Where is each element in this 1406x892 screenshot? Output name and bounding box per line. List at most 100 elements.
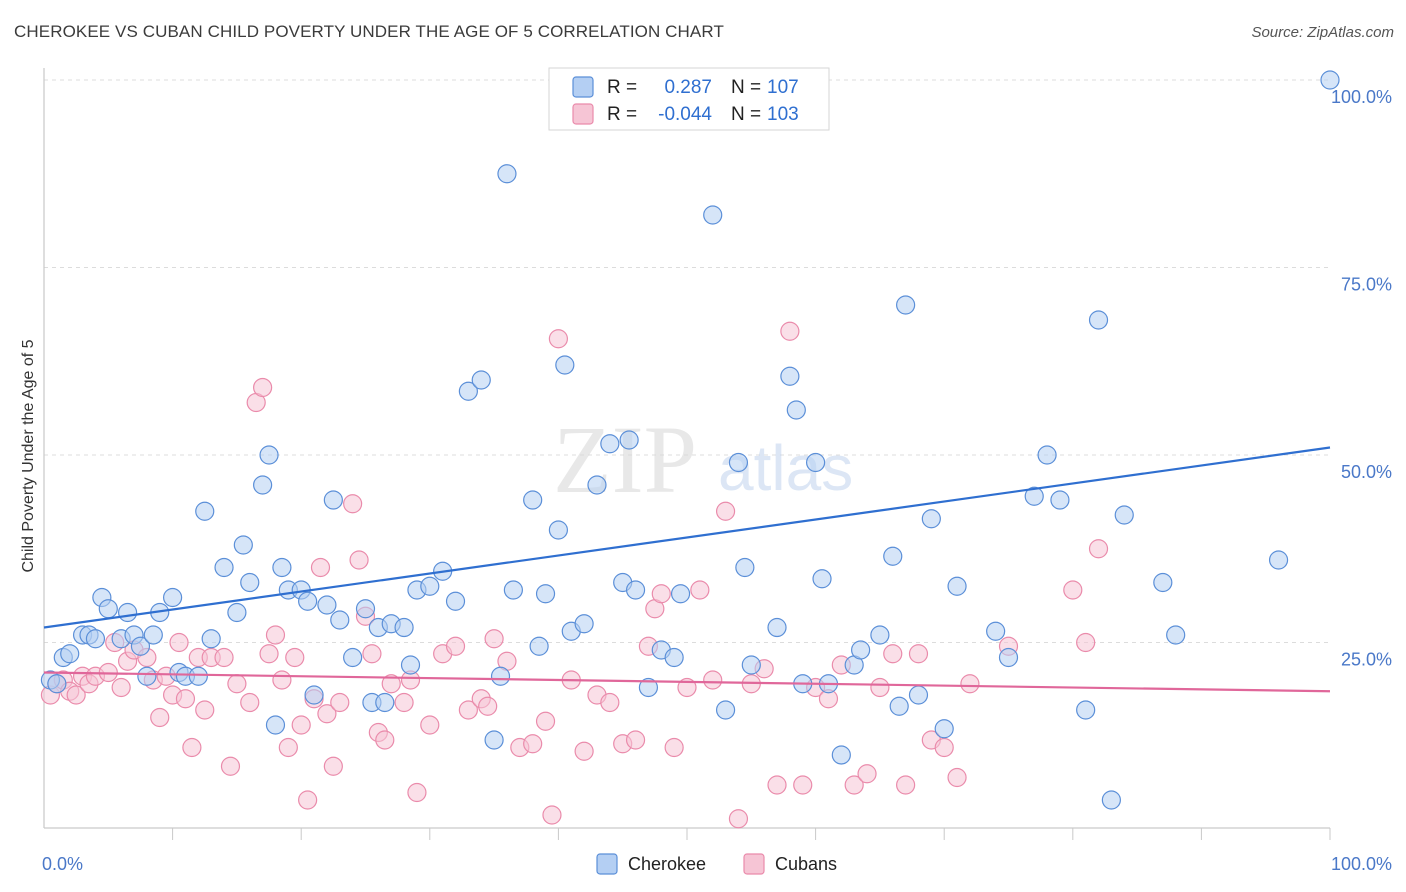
data-point — [214, 557, 234, 578]
data-point — [458, 381, 478, 401]
data-point — [1088, 539, 1109, 559]
data-point — [291, 715, 311, 735]
chart-title: CHEROKEE VS CUBAN CHILD POVERTY UNDER TH… — [14, 22, 724, 41]
data-point — [986, 621, 1006, 641]
data-point — [47, 674, 67, 694]
data-point — [60, 644, 80, 664]
data-point — [394, 692, 414, 713]
data-point — [163, 587, 183, 608]
data-point — [458, 700, 478, 720]
data-point — [703, 670, 723, 690]
data-point — [690, 580, 710, 600]
data-point — [767, 775, 787, 795]
data-point — [715, 501, 736, 521]
data-point — [851, 640, 871, 660]
data-point — [780, 321, 800, 341]
data-point — [998, 647, 1019, 668]
data-point — [625, 730, 646, 750]
data-point — [1076, 632, 1096, 653]
data-point — [889, 696, 909, 716]
data-point — [330, 610, 350, 630]
data-point — [587, 475, 607, 495]
data-point — [870, 677, 890, 698]
data-point — [420, 715, 440, 735]
data-point — [1153, 572, 1173, 593]
data-point — [1101, 790, 1121, 810]
y-tick-label: 50.0% — [1341, 462, 1392, 482]
legend-cubans-label: Cubans — [775, 854, 837, 874]
cubans-bottom-swatch — [743, 853, 765, 875]
legend-n-value-cherokee: 107 — [767, 77, 799, 98]
data-point — [111, 677, 131, 698]
data-point — [130, 636, 151, 656]
watermark: ZIP atlas — [553, 406, 853, 513]
data-point — [253, 377, 273, 398]
data-point — [195, 501, 215, 521]
data-point — [259, 445, 279, 465]
data-point — [201, 629, 221, 649]
data-point — [600, 434, 620, 454]
legend-r-value-cubans: -0.044 — [658, 104, 712, 125]
data-point — [1037, 445, 1057, 465]
data-point — [298, 591, 318, 611]
data-point — [793, 775, 813, 795]
data-point — [548, 329, 569, 349]
data-point — [535, 711, 556, 731]
data-point — [908, 685, 929, 705]
data-point — [529, 636, 549, 656]
data-point — [857, 764, 877, 784]
data-point — [574, 741, 594, 761]
data-point — [375, 730, 395, 750]
data-point — [651, 584, 671, 604]
data-point — [503, 580, 523, 600]
watermark-zip: ZIP — [553, 406, 697, 513]
data-point — [285, 647, 305, 668]
data-point — [1268, 550, 1289, 570]
data-point — [523, 734, 543, 754]
data-point — [703, 205, 723, 225]
data-point — [227, 602, 247, 623]
data-point — [484, 629, 504, 649]
data-point — [960, 674, 980, 694]
data-point — [896, 775, 916, 795]
data-point — [420, 576, 440, 596]
data-point — [265, 715, 286, 735]
legend-r-label-cubans: R = — [607, 104, 637, 125]
data-point — [947, 767, 967, 788]
data-point — [278, 737, 298, 758]
data-point — [934, 719, 954, 739]
data-point — [214, 647, 234, 668]
data-point — [240, 572, 260, 593]
data-point — [310, 557, 331, 578]
data-point — [1063, 580, 1083, 600]
data-point — [150, 707, 170, 728]
data-point — [883, 546, 903, 566]
cubans-series — [40, 321, 1109, 829]
data-point — [349, 550, 369, 570]
data-point — [555, 355, 575, 375]
data-point — [1024, 486, 1044, 506]
data-point — [831, 745, 851, 765]
data-point — [143, 625, 163, 645]
data-point — [600, 692, 620, 713]
data-point — [272, 670, 292, 690]
data-point — [812, 569, 832, 589]
data-point — [323, 756, 343, 776]
data-point — [137, 666, 157, 686]
data-point — [169, 632, 189, 653]
data-point — [317, 704, 337, 724]
data-point — [670, 584, 691, 604]
data-point — [1076, 700, 1096, 720]
y-tick-label: 25.0% — [1341, 650, 1392, 670]
legend-r-label-cherokee: R = — [607, 77, 637, 98]
stats-legend: R = 0.287 N = 107 R = -0.044 N = 103 — [548, 67, 830, 131]
data-point — [1088, 310, 1109, 330]
data-point — [715, 700, 736, 720]
data-point — [175, 689, 196, 709]
data-point — [220, 756, 241, 776]
data-point — [619, 430, 639, 450]
data-point — [343, 647, 363, 668]
cherokee-series — [40, 70, 1340, 810]
data-point — [362, 644, 382, 664]
